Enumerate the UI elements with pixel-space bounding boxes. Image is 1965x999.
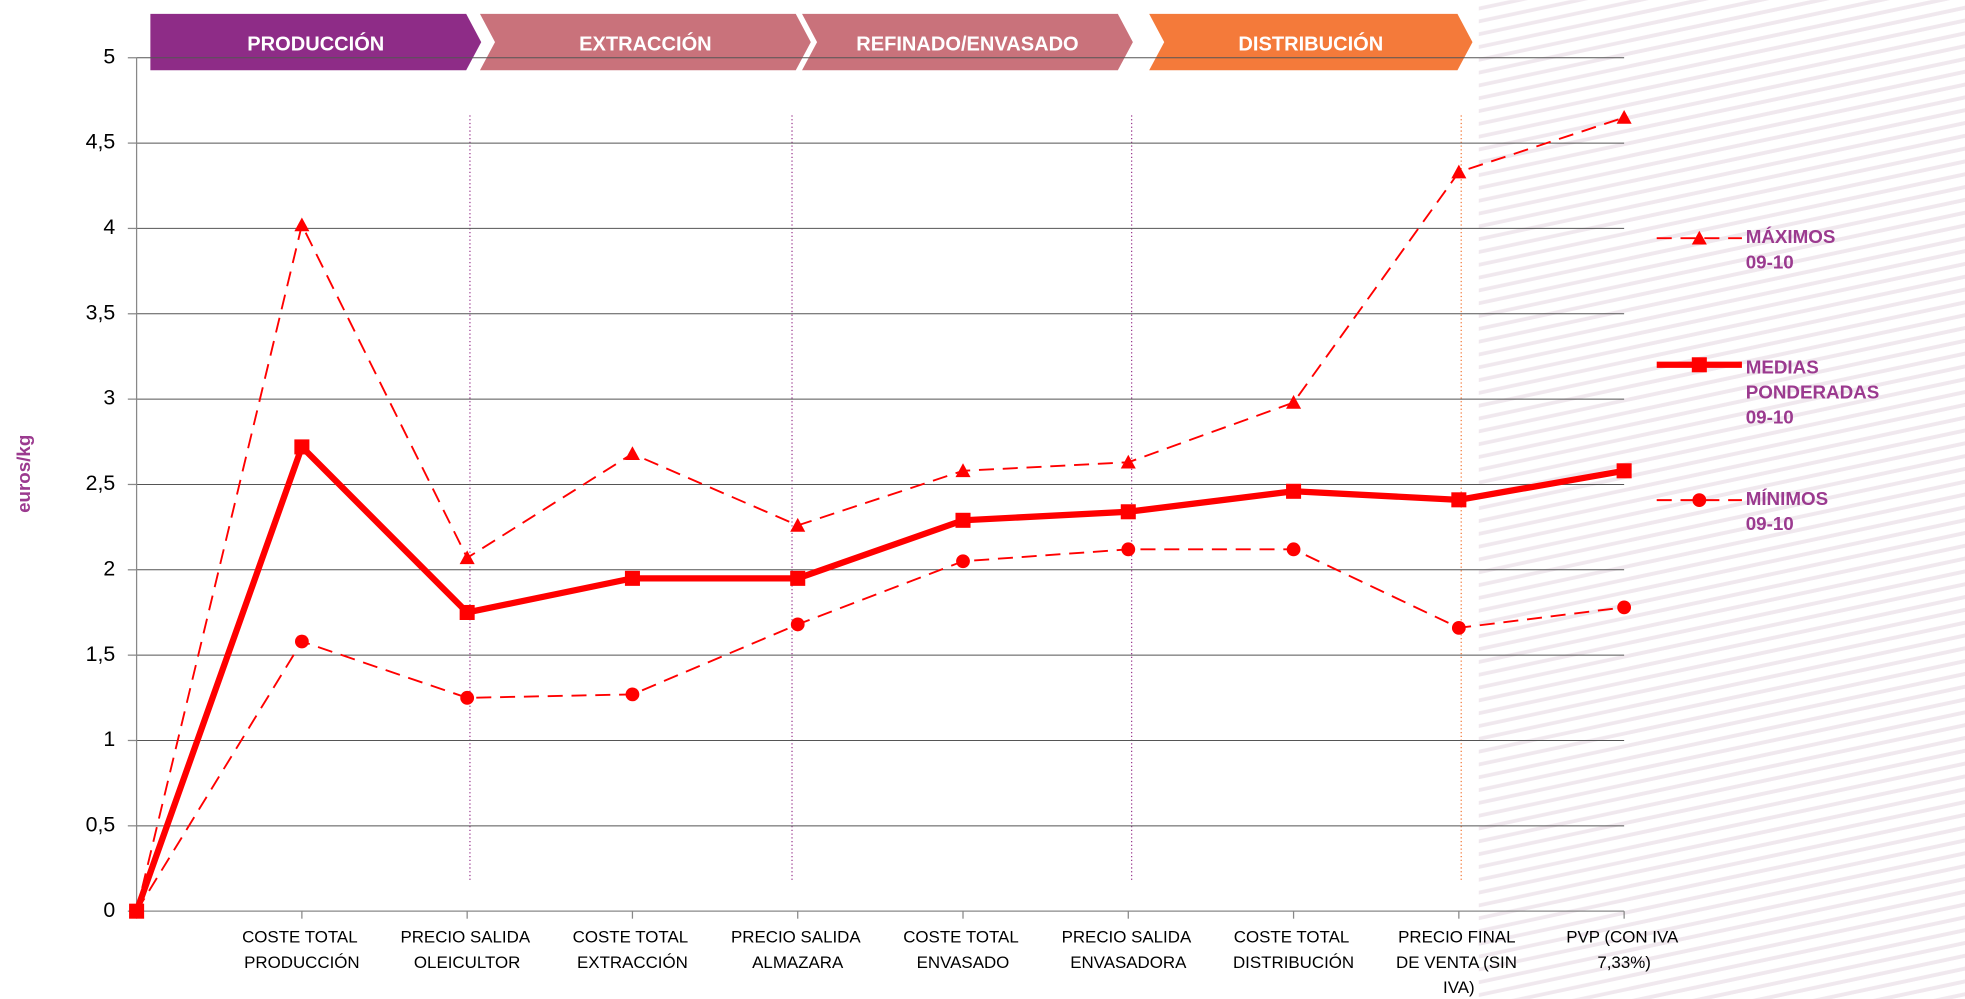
x-tick-label: PRECIO FINAL DE VENTA (SIN IVA) — [1396, 928, 1522, 997]
marker — [790, 617, 805, 632]
stage-label: EXTRACCIÓN — [579, 32, 712, 56]
marker — [294, 439, 310, 455]
y-tick-label: 1,5 — [86, 642, 116, 666]
series-line — [135, 116, 1625, 912]
stage-label: DISTRIBUCIÓN — [1238, 32, 1383, 56]
marker — [1286, 395, 1302, 409]
y-tick-label: 4,5 — [86, 130, 116, 154]
x-tick-label: COSTE TOTAL DISTRIBUCIÓN — [1233, 928, 1354, 972]
y-axis-label: euros/kg — [13, 435, 34, 513]
marker — [1616, 109, 1632, 124]
series-line — [133, 441, 1625, 913]
marker — [1451, 492, 1467, 508]
stage-banner — [479, 13, 811, 71]
marker — [1120, 454, 1136, 469]
marker — [294, 217, 310, 232]
x-tick-label: PVP (CON IVA 7,33%) — [1566, 928, 1682, 972]
series-line — [135, 548, 1625, 912]
marker — [1286, 483, 1302, 499]
marker — [625, 687, 640, 702]
marker — [624, 446, 640, 461]
y-tick-label: 1 — [103, 727, 115, 751]
y-tick-label: 5 — [103, 44, 115, 68]
marker — [460, 690, 475, 705]
marker — [1121, 542, 1136, 557]
marker — [1286, 542, 1301, 557]
marker — [955, 463, 971, 478]
x-tick-label: COSTE TOTAL EXTRACCIÓN — [573, 928, 693, 972]
marker — [790, 517, 806, 532]
x-tick-label: COSTE TOTAL ENVASADO — [903, 928, 1023, 972]
y-tick-label: 3 — [103, 386, 115, 410]
y-tick-label: 0 — [103, 898, 115, 922]
legend-label: MÍNIMOS 09-10 — [1746, 488, 1834, 534]
marker — [1691, 230, 1707, 245]
legend-label: MÁXIMOS 09-10 — [1746, 226, 1841, 272]
marker — [1692, 493, 1707, 508]
marker — [1691, 357, 1707, 373]
marker — [1616, 463, 1632, 479]
x-tick-label: COSTE TOTAL PRODUCCIÓN — [242, 928, 362, 972]
marker — [1451, 164, 1467, 179]
stage-banner — [150, 13, 482, 71]
marker — [1617, 600, 1632, 615]
stage-banner — [802, 13, 1133, 71]
marker — [1451, 620, 1466, 635]
marker — [129, 904, 144, 919]
legend-label: MEDIAS PONDERADAS 09-10 — [1746, 357, 1885, 428]
y-tick-label: 4 — [103, 215, 115, 239]
stage-banner — [1149, 13, 1473, 71]
marker — [459, 604, 475, 620]
marker — [1120, 504, 1136, 520]
x-tick-label: PRECIO SALIDA ENVASADORA — [1062, 928, 1195, 972]
marker — [294, 634, 309, 649]
x-tick-label: PRECIO SALIDA OLEICULTOR — [400, 928, 533, 972]
y-tick-label: 2,5 — [86, 471, 116, 495]
stage-label: REFINADO/ENVASADO — [856, 34, 1078, 56]
marker — [790, 570, 806, 586]
marker — [459, 550, 475, 565]
marker — [624, 570, 640, 586]
marker — [956, 554, 970, 569]
y-tick-label: 0,5 — [86, 812, 116, 836]
x-tick-label: PRECIO SALIDA ALMAZARA — [731, 928, 864, 972]
marker — [955, 512, 971, 528]
stage-label: PRODUCCIÓN — [247, 32, 384, 56]
y-tick-label: 3,5 — [86, 300, 116, 324]
y-tick-label: 2 — [103, 556, 115, 580]
